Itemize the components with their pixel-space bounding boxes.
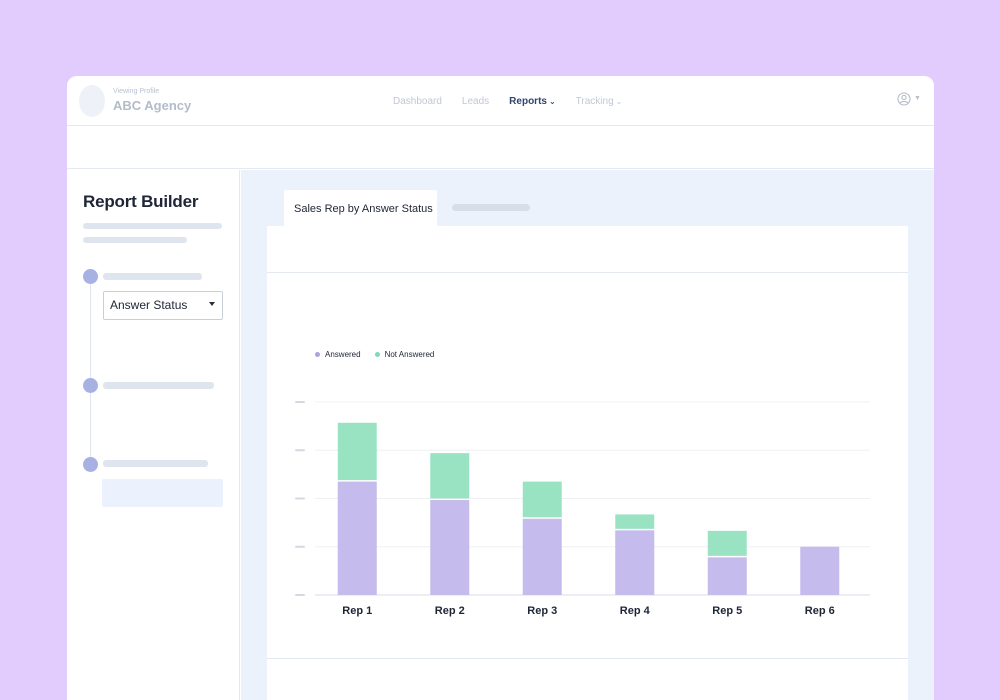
bar-answered[interactable] xyxy=(707,557,747,595)
legend-label: Not Answered xyxy=(384,350,435,359)
nav-reports-label: Reports xyxy=(509,96,547,107)
chevron-down-icon: ⌄ xyxy=(548,97,556,106)
legend-item-not-answered[interactable]: Not Answered xyxy=(374,350,435,359)
chevron-down-icon: ⌄ xyxy=(615,97,623,106)
placeholder-line xyxy=(83,237,187,243)
user-circle-icon[interactable] xyxy=(897,92,911,106)
placeholder-line xyxy=(103,460,208,467)
nav-leads[interactable]: Leads xyxy=(462,96,489,107)
x-tick-label: Rep 2 xyxy=(435,605,465,617)
select-value: Answer Status xyxy=(110,298,188,312)
legend-dot xyxy=(315,352,320,357)
tab-sales-rep-by-answer-status[interactable]: Sales Rep by Answer Status xyxy=(284,190,437,226)
placeholder-line xyxy=(103,382,214,389)
bar-not-answered[interactable] xyxy=(522,481,562,518)
legend-item-answered[interactable]: Answered xyxy=(315,350,361,359)
bar-not-answered[interactable] xyxy=(337,422,377,481)
nav-tracking-label: Tracking xyxy=(575,96,614,107)
nav-dashboard[interactable]: Dashboard xyxy=(393,96,442,107)
bar-not-answered[interactable] xyxy=(707,530,747,556)
profile-caption: Viewing Profile xyxy=(113,88,160,95)
profile-avatar[interactable] xyxy=(79,85,105,117)
bar-not-answered[interactable] xyxy=(615,514,655,529)
nav-dashboard-label: Dashboard xyxy=(393,96,442,107)
tab-placeholder[interactable] xyxy=(452,204,530,211)
legend-label: Answered xyxy=(325,350,361,359)
top-navigation-bar: Viewing Profile ABC Agency Dashboard Lea… xyxy=(67,76,934,126)
card-header xyxy=(267,226,908,273)
x-tick-label: Rep 3 xyxy=(527,605,557,617)
steps-connector xyxy=(90,282,91,462)
step-marker xyxy=(83,457,98,472)
nav-leads-label: Leads xyxy=(461,96,490,107)
sub-toolbar xyxy=(67,127,934,169)
stacked-bar-chart: Rep 1 Rep 2 Rep 3 Rep 4 Rep 5 Rep 6 xyxy=(295,401,870,617)
placeholder-line xyxy=(103,273,202,280)
bar-answered[interactable] xyxy=(800,546,840,595)
x-tick-label: Rep 1 xyxy=(342,605,372,617)
tab-label: Sales Rep by Answer Status xyxy=(294,203,433,215)
sidebar-title: Report Builder xyxy=(83,192,199,211)
placeholder-line xyxy=(83,223,222,229)
bar-not-answered[interactable] xyxy=(430,453,470,499)
app-window: Viewing Profile ABC Agency Dashboard Lea… xyxy=(67,76,934,700)
profile-name[interactable]: ABC Agency xyxy=(113,98,192,113)
report-builder-sidebar: Report Builder Answer Status xyxy=(67,170,240,700)
chevron-down-icon[interactable]: ▼ xyxy=(914,95,921,102)
main-nav: Dashboard Leads Reports ⌄ Tracking ⌄ xyxy=(393,96,622,107)
main-content: Sales Rep by Answer Status Answered Not … xyxy=(241,170,934,700)
step-marker xyxy=(83,269,98,284)
chart-card: Answered Not Answered Rep 1 Rep 2 Rep 3 Rep… xyxy=(267,226,908,700)
x-tick-label: Rep 4 xyxy=(620,605,651,617)
bar-answered[interactable] xyxy=(522,518,562,595)
bar-answered[interactable] xyxy=(430,499,470,595)
answer-status-select[interactable]: Answer Status xyxy=(103,291,223,320)
step-marker xyxy=(83,378,98,393)
caret-down-icon xyxy=(209,302,215,306)
legend-dot xyxy=(374,352,380,357)
chart-legend: Answered Not Answered xyxy=(315,350,434,359)
card-divider xyxy=(267,658,908,659)
x-tick-label: Rep 6 xyxy=(805,605,835,617)
bar-answered[interactable] xyxy=(615,530,655,595)
nav-tracking[interactable]: Tracking ⌄ xyxy=(576,96,623,107)
nav-reports[interactable]: Reports ⌄ xyxy=(509,96,556,107)
x-tick-label: Rep 5 xyxy=(712,605,742,617)
placeholder-input[interactable] xyxy=(102,479,223,507)
bar-answered[interactable] xyxy=(337,481,377,595)
